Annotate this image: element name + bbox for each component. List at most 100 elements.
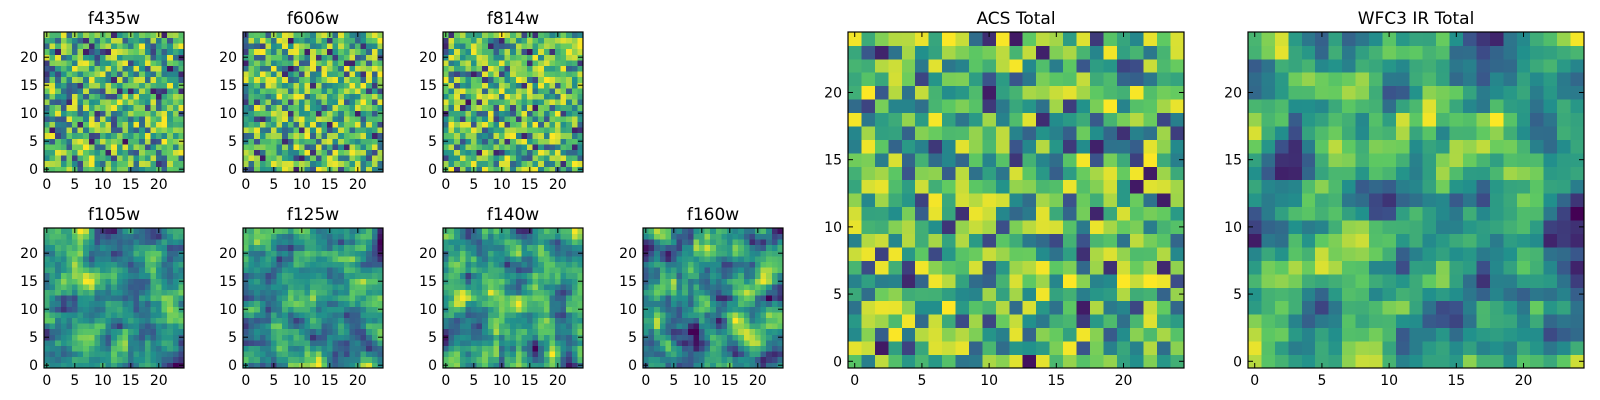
heatmap-cell [287, 127, 294, 134]
heatmap-cell [749, 328, 756, 335]
heatmap-cell [338, 71, 345, 78]
heatmap-cell [955, 314, 970, 329]
heatmap-cell [243, 155, 249, 162]
heatmap-cell [459, 76, 466, 83]
heatmap-cell [560, 149, 567, 156]
heatmap-cell [777, 351, 784, 358]
heatmap-cell [482, 37, 489, 44]
heatmap-cell [49, 261, 56, 268]
heatmap-cell [44, 121, 50, 128]
heatmap-cell [338, 345, 345, 352]
heatmap-cell [848, 287, 862, 302]
heatmap-cell [454, 88, 461, 94]
heatmap-cell [243, 351, 249, 358]
heatmap-cell [510, 149, 517, 156]
heatmap-cell [743, 250, 750, 257]
heatmap-cell [349, 110, 356, 117]
heatmap-cell [167, 138, 174, 145]
heatmap-cell [465, 233, 472, 240]
heatmap-cell [454, 317, 461, 324]
heatmap-cell [482, 239, 489, 246]
heatmap-cell [687, 323, 694, 330]
heatmap-cell [465, 160, 472, 167]
heatmap-cell [265, 32, 272, 38]
heatmap-cell [83, 233, 90, 240]
heatmap-cell [72, 256, 78, 262]
heatmap-cell [715, 256, 722, 262]
heatmap-cell [265, 76, 272, 83]
heatmap-cell [693, 228, 700, 234]
heatmap-cell [571, 99, 578, 106]
heatmap-cell [315, 233, 322, 240]
heatmap-cell [321, 334, 328, 341]
heatmap-cell [343, 362, 350, 369]
heatmap-cell [100, 65, 106, 72]
heatmap-cell [150, 127, 157, 134]
heatmap-cell [265, 284, 272, 290]
heatmap-cell [448, 32, 455, 38]
heatmap-cell [88, 239, 95, 246]
heatmap-cell [1143, 193, 1158, 208]
heatmap-cell [968, 273, 983, 288]
heatmap-cell [643, 300, 649, 307]
heatmap-cell [178, 60, 185, 66]
heatmap-cell [60, 132, 67, 139]
heatmap-cell [1103, 287, 1118, 302]
heatmap-cell [459, 362, 466, 369]
heatmap-cell [448, 37, 455, 44]
heatmap-cell [915, 273, 930, 288]
heatmap-cell [687, 306, 694, 313]
heatmap-cell [360, 334, 367, 341]
heatmap-cell [928, 287, 943, 302]
heatmap-cell [760, 244, 767, 251]
heatmap-cell [566, 110, 573, 117]
heatmap-cell [248, 160, 255, 167]
heatmap-cell [172, 306, 179, 313]
heatmap-cell [732, 362, 739, 369]
heatmap-cell [72, 60, 78, 66]
heatmap-cell [671, 295, 677, 302]
heatmap-cell [172, 32, 179, 38]
heatmap-cell [116, 93, 123, 100]
heatmap-cell [105, 356, 112, 363]
heatmap-cell [287, 93, 294, 100]
heatmap-cell [371, 351, 378, 358]
heatmap-cell [139, 60, 146, 66]
heatmap-cell [178, 323, 185, 330]
heatmap-cell [1157, 300, 1171, 315]
heatmap-cell [282, 166, 289, 173]
heatmap-cell [443, 104, 449, 111]
heatmap-cell [139, 278, 146, 285]
heatmap-cell [167, 228, 174, 234]
heatmap-cell [732, 323, 739, 330]
heatmap-cell [928, 179, 943, 194]
heatmap-cell [116, 155, 123, 162]
heatmap-cell [648, 295, 655, 302]
heatmap-cell [682, 356, 689, 363]
heatmap-cell [995, 179, 1010, 194]
heatmap-cell [139, 256, 146, 262]
heatmap-cell [527, 99, 533, 106]
y-tick-label: 20 [219, 50, 237, 66]
heatmap-cell [105, 132, 112, 139]
heatmap-cell [66, 256, 73, 262]
heatmap-cell [471, 317, 477, 324]
heatmap-cell [60, 149, 67, 156]
heatmap-cell [271, 149, 277, 156]
heatmap-cell [293, 334, 300, 341]
heatmap-cell [128, 300, 134, 307]
heatmap-cell [699, 340, 705, 346]
heatmap-cell [487, 340, 494, 346]
heatmap-cell [276, 295, 283, 302]
heatmap-cell [648, 306, 655, 313]
heatmap-cell [1076, 341, 1091, 355]
heatmap-cell [760, 233, 767, 240]
heatmap-cell [111, 261, 118, 268]
heatmap-cell [1130, 206, 1145, 221]
heatmap-cell [128, 244, 134, 251]
heatmap-cell [942, 193, 956, 208]
heatmap-cell [504, 239, 511, 246]
heatmap-cell [566, 65, 573, 72]
heatmap-cell [139, 160, 146, 167]
heatmap-cell [888, 206, 903, 221]
